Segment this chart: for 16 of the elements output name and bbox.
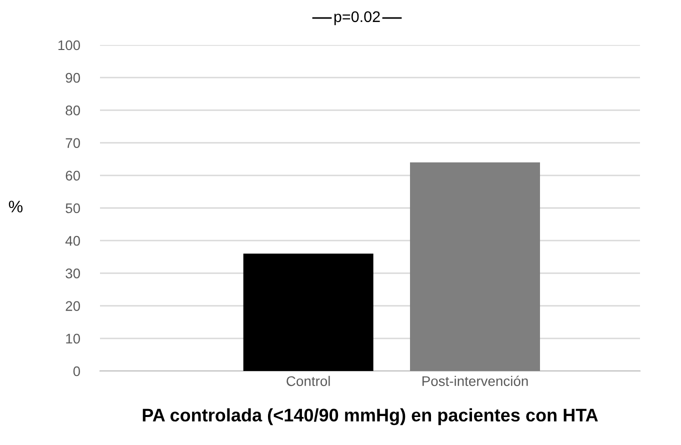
- y-tick-label: 20: [66, 301, 80, 311]
- y-tick-label: 80: [66, 106, 80, 116]
- x-axis-title: PA controlada (<140/90 mmHg) en pacientes con HTA: [142, 408, 598, 426]
- y-tick-label: 90: [66, 72, 80, 83]
- y-tick-label: 30: [66, 268, 80, 278]
- y-axis-title: %: [8, 200, 23, 212]
- y-tick-label: 60: [66, 170, 80, 181]
- y-tick-label: 70: [66, 138, 80, 148]
- y-tick-label: 50: [66, 203, 80, 214]
- y-tick-label: 100: [58, 40, 80, 50]
- y-tick-label: 10: [66, 334, 80, 344]
- x-tick-label: Control: [286, 376, 330, 386]
- y-tick-label: 40: [65, 236, 80, 246]
- x-tick-label: Post-intervención: [422, 376, 528, 386]
- y-tick-label: 0: [73, 366, 80, 376]
- text: p=0.02: [334, 11, 380, 26]
